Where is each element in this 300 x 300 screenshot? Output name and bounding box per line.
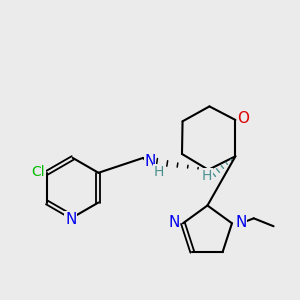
Text: N: N <box>235 215 247 230</box>
Text: H: H <box>202 169 212 183</box>
Text: O: O <box>237 111 249 126</box>
Text: H: H <box>154 165 164 179</box>
Text: N: N <box>168 215 180 230</box>
Text: Cl: Cl <box>31 165 45 179</box>
Text: N: N <box>65 212 76 227</box>
Text: N: N <box>144 154 156 169</box>
